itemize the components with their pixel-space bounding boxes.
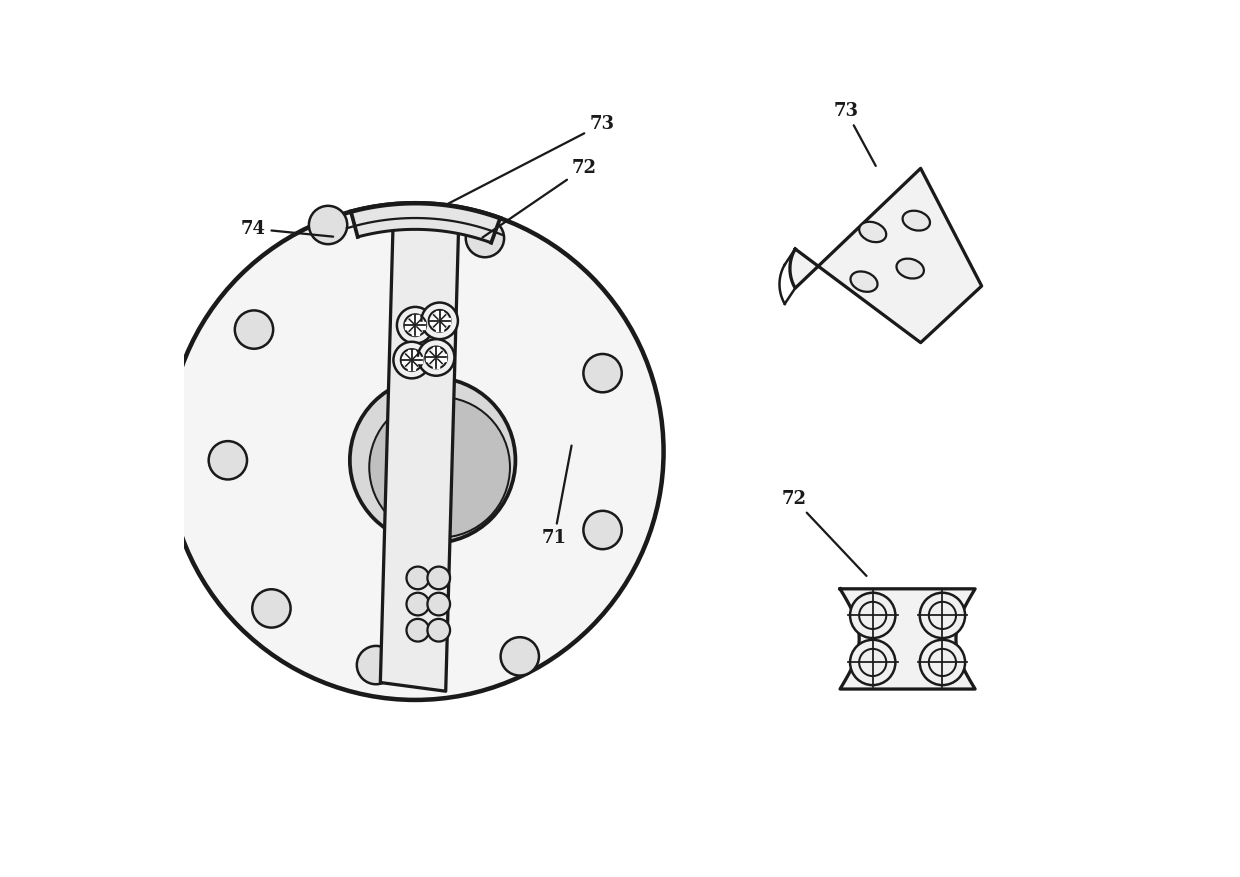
- Polygon shape: [429, 317, 450, 324]
- Polygon shape: [402, 357, 422, 363]
- Text: 72: 72: [781, 490, 867, 576]
- Polygon shape: [433, 347, 439, 367]
- Text: 73: 73: [833, 102, 875, 166]
- Polygon shape: [405, 322, 425, 329]
- Circle shape: [234, 310, 273, 349]
- Circle shape: [428, 619, 450, 642]
- Polygon shape: [351, 203, 500, 243]
- Polygon shape: [408, 350, 415, 370]
- Circle shape: [466, 219, 505, 257]
- Circle shape: [428, 567, 450, 589]
- Polygon shape: [427, 354, 446, 360]
- Circle shape: [252, 589, 290, 628]
- Circle shape: [393, 342, 430, 378]
- Circle shape: [418, 339, 454, 375]
- Circle shape: [428, 593, 450, 616]
- Polygon shape: [412, 315, 419, 335]
- Circle shape: [583, 510, 621, 549]
- Polygon shape: [790, 168, 982, 343]
- Polygon shape: [381, 212, 459, 691]
- Circle shape: [397, 307, 434, 344]
- Circle shape: [422, 303, 458, 339]
- Text: 71: 71: [542, 446, 572, 547]
- Circle shape: [167, 203, 663, 700]
- Circle shape: [851, 593, 895, 638]
- Circle shape: [501, 638, 539, 675]
- Ellipse shape: [897, 259, 924, 279]
- Text: 74: 74: [241, 220, 334, 238]
- Text: 72: 72: [482, 159, 598, 238]
- Circle shape: [350, 377, 516, 543]
- Circle shape: [357, 645, 396, 684]
- Circle shape: [851, 640, 895, 685]
- Circle shape: [920, 640, 965, 685]
- Text: 73: 73: [448, 115, 615, 203]
- Circle shape: [920, 593, 965, 638]
- Circle shape: [370, 397, 510, 538]
- Circle shape: [208, 441, 247, 480]
- Circle shape: [583, 354, 621, 392]
- Circle shape: [407, 567, 429, 589]
- Ellipse shape: [859, 222, 887, 242]
- Polygon shape: [436, 310, 443, 331]
- Ellipse shape: [903, 210, 930, 231]
- Ellipse shape: [851, 272, 878, 292]
- Polygon shape: [839, 588, 975, 689]
- Circle shape: [407, 593, 429, 616]
- Circle shape: [309, 206, 347, 244]
- Circle shape: [407, 619, 429, 642]
